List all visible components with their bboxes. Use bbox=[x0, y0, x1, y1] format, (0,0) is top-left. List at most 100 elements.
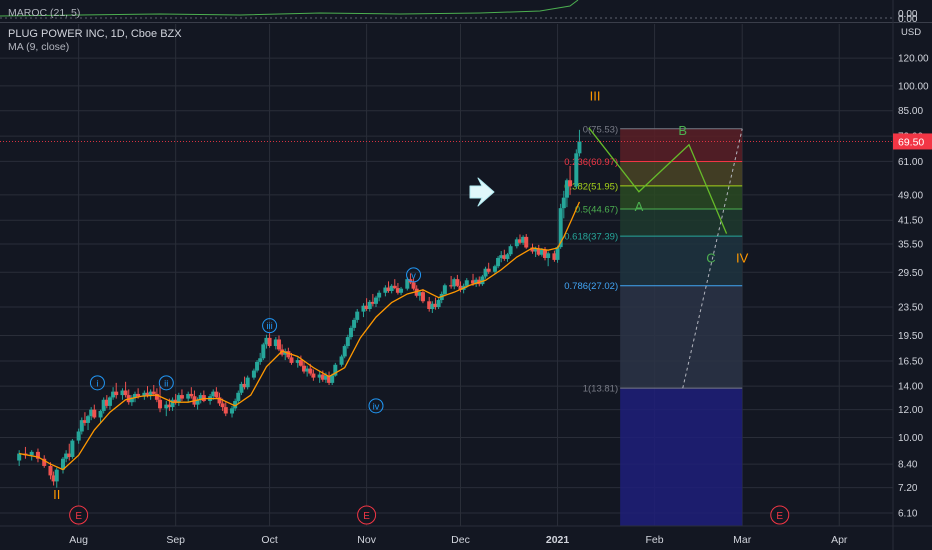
wave-label: iii bbox=[266, 321, 272, 332]
candle-body bbox=[17, 453, 22, 461]
candle-body bbox=[427, 301, 432, 309]
candle-body bbox=[474, 279, 479, 284]
candle-body bbox=[323, 375, 328, 380]
fib-zone bbox=[620, 128, 743, 162]
candle-body bbox=[483, 268, 488, 277]
candle-body bbox=[61, 458, 65, 470]
candle-body bbox=[158, 399, 163, 409]
ma-line bbox=[19, 201, 581, 471]
y-tick-label: 61.00 bbox=[898, 157, 923, 168]
candle-body bbox=[54, 469, 59, 482]
candle-body bbox=[42, 458, 47, 466]
wave-label-circle bbox=[262, 318, 278, 334]
x-tick-label: Nov bbox=[357, 534, 376, 546]
candle-body bbox=[289, 357, 294, 363]
fib-zone bbox=[620, 161, 743, 186]
candle-body bbox=[530, 247, 535, 252]
candle-body bbox=[361, 305, 366, 312]
oscillator-pane: MAROC (21, 5) 0.00 0.00 bbox=[0, 7, 932, 25]
candle-body bbox=[533, 248, 538, 252]
candle-body bbox=[471, 280, 476, 284]
candle-body bbox=[386, 287, 391, 291]
oscillator-label: MAROC (21, 5) bbox=[8, 7, 80, 19]
y-tick-label: 23.50 bbox=[898, 303, 923, 314]
oscillator-value: 0.00 bbox=[898, 9, 918, 20]
candle-body bbox=[251, 370, 256, 378]
wave-label: A bbox=[635, 199, 644, 214]
candle-body bbox=[514, 239, 519, 247]
y-tick-label: 41.50 bbox=[898, 216, 923, 227]
candle-body bbox=[370, 301, 375, 304]
candle-body bbox=[399, 288, 404, 293]
candle-body bbox=[395, 288, 400, 293]
candle-body bbox=[264, 337, 269, 345]
candle-body bbox=[151, 391, 156, 394]
candle-body bbox=[505, 254, 510, 259]
candle-body bbox=[330, 375, 335, 383]
candle-body bbox=[189, 393, 194, 397]
currency-label: USD bbox=[901, 27, 921, 38]
wave-label: iv bbox=[373, 401, 380, 412]
candle-body bbox=[499, 255, 504, 258]
wave-label: IV bbox=[736, 251, 749, 266]
candle-body bbox=[405, 279, 410, 289]
y-tick-label: 7.20 bbox=[898, 483, 918, 494]
fib-zone bbox=[620, 185, 743, 209]
candle-body bbox=[283, 351, 288, 355]
candle-body bbox=[295, 360, 300, 363]
candle-body bbox=[35, 451, 40, 459]
candle-body bbox=[261, 344, 266, 359]
y-tick-label: 85.00 bbox=[898, 106, 923, 117]
wave-label: ii bbox=[164, 378, 168, 389]
candle-body bbox=[186, 393, 191, 399]
candle-body bbox=[176, 395, 181, 403]
candle-body bbox=[258, 358, 263, 362]
candle-body bbox=[267, 337, 272, 347]
candle-body bbox=[348, 327, 353, 338]
last-price-label: 69.50 bbox=[898, 136, 924, 148]
candle-body bbox=[98, 410, 103, 418]
x-tick-label: Apr bbox=[831, 534, 848, 546]
fib-level-label: 0.618(37.39) bbox=[564, 232, 618, 243]
candle-body bbox=[333, 364, 338, 376]
candle-body bbox=[561, 197, 566, 209]
candle-body bbox=[136, 393, 141, 397]
symbol-title: PLUG POWER INC, 1D, Cboe BZX bbox=[8, 28, 182, 40]
candle-body bbox=[123, 390, 128, 396]
candle-body bbox=[302, 365, 307, 372]
candle-body bbox=[245, 377, 250, 388]
fib-retracement[interactable]: 0(75.53) 0.236(60.97) 0.382(51.95) 0.5(44.6… bbox=[564, 124, 743, 526]
candle-body bbox=[552, 253, 557, 260]
y-tick-label: 29.50 bbox=[898, 268, 923, 279]
candle-body bbox=[308, 368, 313, 374]
candle-body bbox=[76, 431, 81, 441]
candle-body bbox=[492, 266, 497, 272]
fib-zone bbox=[620, 388, 743, 526]
fib-level-label: 0.5(44.67) bbox=[575, 204, 618, 215]
x-tick-label: Oct bbox=[261, 534, 277, 546]
candle-body bbox=[64, 453, 69, 459]
right-arrow-icon bbox=[469, 177, 495, 207]
candle-body bbox=[195, 399, 200, 405]
wave-label-circle bbox=[368, 398, 384, 414]
x-tick-label: Dec bbox=[451, 534, 470, 546]
candle-body bbox=[536, 248, 541, 255]
candle-body bbox=[120, 390, 125, 396]
wave-label-circle bbox=[158, 375, 174, 391]
candle-body bbox=[546, 253, 551, 258]
candle-body bbox=[129, 397, 134, 403]
candle-body bbox=[389, 285, 394, 291]
candle-body bbox=[101, 399, 106, 411]
candle-body bbox=[486, 268, 491, 272]
candle-body bbox=[79, 420, 84, 432]
candles-layer bbox=[17, 129, 582, 488]
time-axis[interactable]: Aug Sep Oct Nov Dec 2021 Feb Mar Apr bbox=[0, 525, 932, 546]
candle-body bbox=[458, 285, 463, 290]
candle-body bbox=[239, 383, 244, 393]
candle-body bbox=[242, 383, 247, 388]
last-price-marker: 69.50 bbox=[893, 133, 932, 150]
candle-body bbox=[142, 392, 147, 397]
fib-level-label: 0.236(60.97) bbox=[564, 157, 618, 168]
